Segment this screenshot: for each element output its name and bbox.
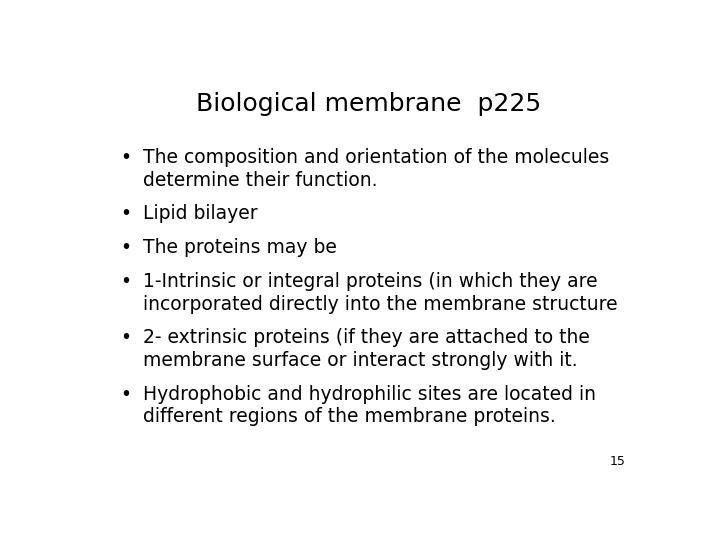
Text: •: •	[121, 148, 132, 167]
Text: The proteins may be: The proteins may be	[143, 238, 337, 257]
Text: •: •	[121, 204, 132, 223]
Text: Lipid bilayer: Lipid bilayer	[143, 204, 258, 223]
Text: 2- extrinsic proteins (if they are attached to the: 2- extrinsic proteins (if they are attac…	[143, 328, 590, 347]
Text: determine their function.: determine their function.	[143, 171, 377, 190]
Text: •: •	[121, 238, 132, 257]
Text: •: •	[121, 272, 132, 291]
Text: membrane surface or interact strongly with it.: membrane surface or interact strongly wi…	[143, 352, 577, 370]
Text: 15: 15	[610, 455, 626, 468]
Text: •: •	[121, 328, 132, 347]
Text: Hydrophobic and hydrophilic sites are located in: Hydrophobic and hydrophilic sites are lo…	[143, 384, 596, 403]
Text: The composition and orientation of the molecules: The composition and orientation of the m…	[143, 148, 609, 167]
Text: incorporated directly into the membrane structure: incorporated directly into the membrane …	[143, 295, 618, 314]
Text: 1-Intrinsic or integral proteins (in which they are: 1-Intrinsic or integral proteins (in whi…	[143, 272, 598, 291]
Text: Biological membrane  p225: Biological membrane p225	[197, 92, 541, 116]
Text: different regions of the membrane proteins.: different regions of the membrane protei…	[143, 407, 556, 427]
Text: •: •	[121, 384, 132, 403]
